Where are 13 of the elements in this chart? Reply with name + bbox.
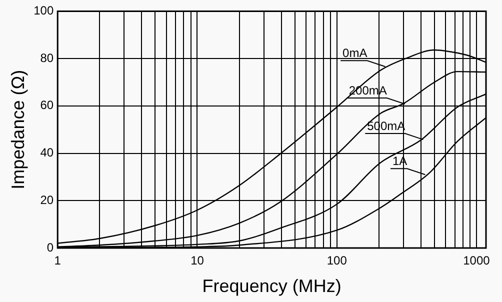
x-tick-label: 1000 bbox=[463, 254, 490, 268]
x-tick-label: 100 bbox=[326, 254, 348, 268]
y-tick-label: 0 bbox=[46, 240, 54, 254]
y-tick-label: 20 bbox=[40, 192, 54, 207]
y-tick-label: 60 bbox=[40, 98, 54, 112]
x-axis-title: Frequency (MHz) bbox=[202, 276, 342, 296]
x-tick-label: 10 bbox=[190, 254, 204, 268]
y-tick-label: 80 bbox=[40, 50, 54, 65]
annotation: 0mA bbox=[342, 46, 368, 60]
x-tick-label: 1 bbox=[54, 254, 62, 268]
y-tick-label: 100 bbox=[34, 4, 54, 18]
y-axis-title: Impedance (Ω) bbox=[8, 70, 28, 190]
y-tick-label: 40 bbox=[40, 146, 54, 160]
